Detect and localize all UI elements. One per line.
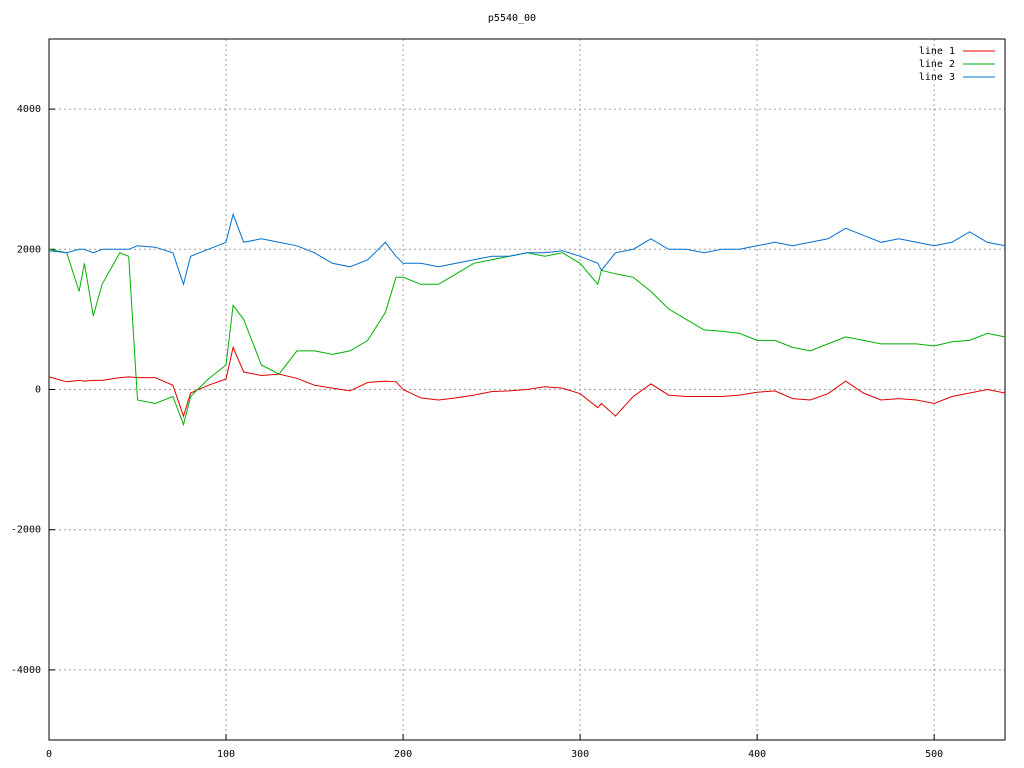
x-tick-label: 200 [394, 749, 412, 760]
y-tick-label: 2000 [17, 244, 41, 255]
chart-title: p5540_00 [488, 13, 536, 24]
legend-label: line 3 [919, 72, 955, 83]
data-line [48, 248, 1006, 427]
data-line [48, 345, 1006, 418]
x-tick-label: 300 [571, 749, 589, 760]
y-tick-label: 4000 [17, 104, 41, 115]
x-tick-label: 500 [925, 749, 943, 760]
x-tick-label: 400 [748, 749, 766, 760]
data-line [48, 212, 1006, 287]
y-tick-label: -2000 [11, 525, 41, 536]
x-tick-label: 100 [217, 749, 235, 760]
y-tick-label: -4000 [11, 665, 41, 676]
y-tick-label: 0 [35, 385, 41, 396]
legend-label: line 2 [919, 59, 955, 70]
plot-frame [48, 38, 1006, 741]
legend-label: line 1 [919, 46, 955, 57]
x-tick-label: 0 [46, 749, 52, 760]
